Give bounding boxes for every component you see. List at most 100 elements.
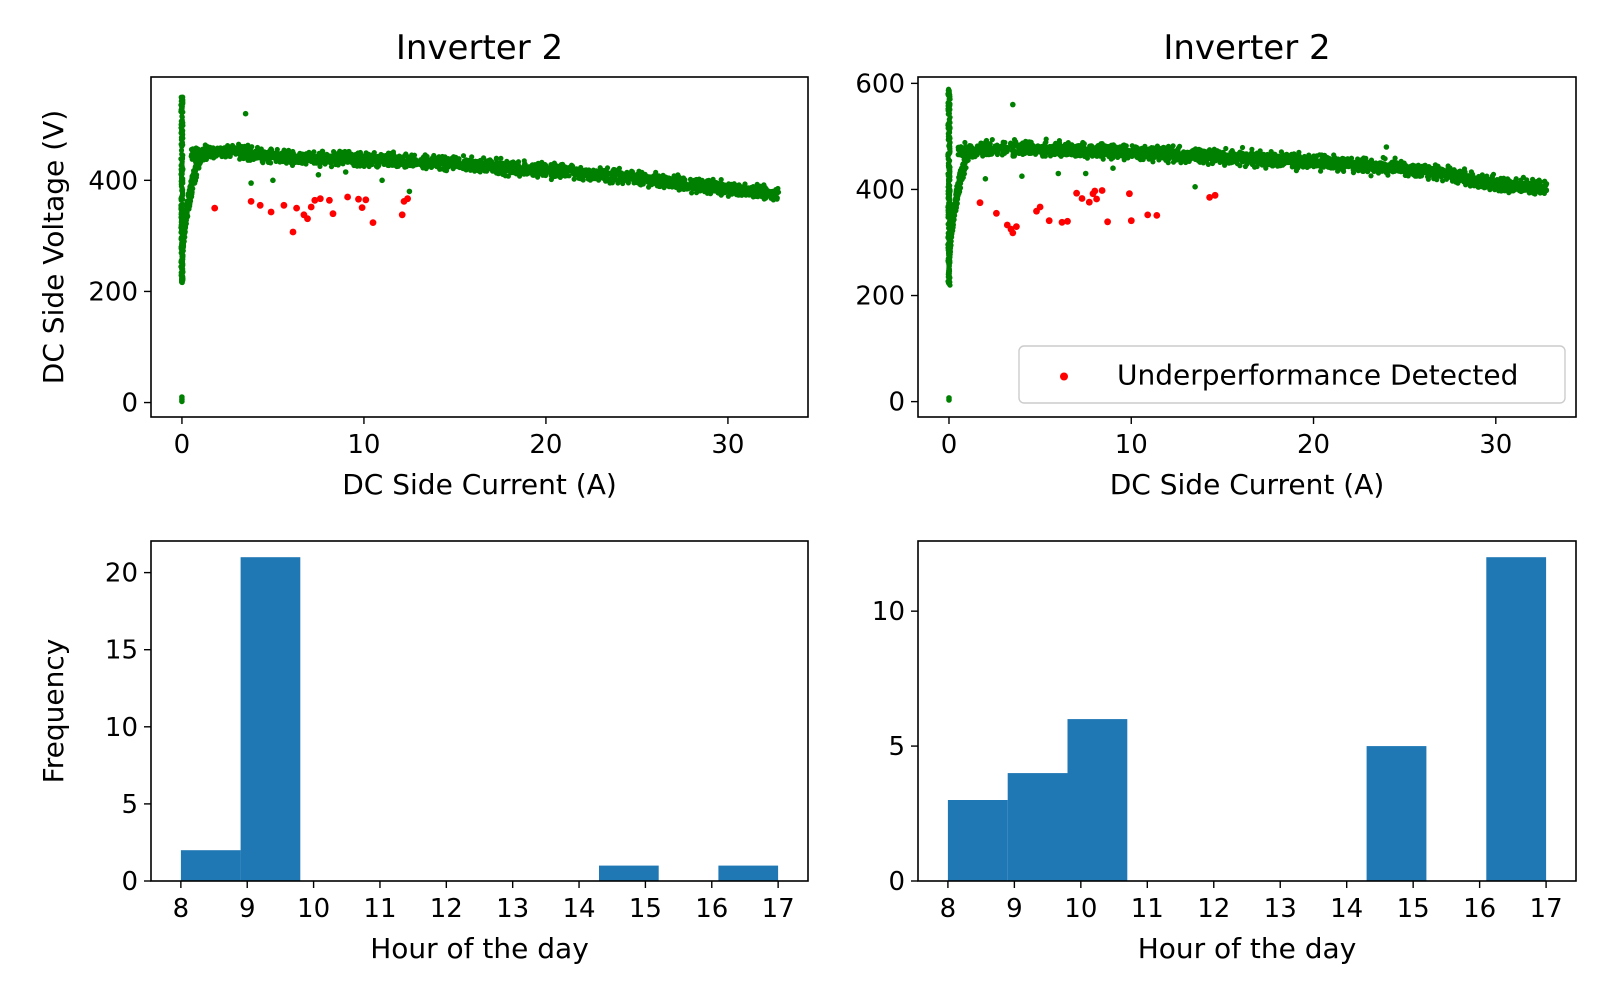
normal-point <box>189 152 195 158</box>
normal-point <box>271 155 277 161</box>
normal-point <box>513 168 520 174</box>
anomaly-point <box>355 195 362 203</box>
normal-point <box>612 167 619 173</box>
normal-point <box>1119 151 1125 157</box>
normal-point <box>492 165 498 171</box>
normal-point <box>604 173 610 179</box>
normal-point <box>653 175 659 181</box>
normal-point <box>555 173 562 179</box>
normal-point <box>583 168 590 174</box>
normal-point <box>1080 139 1086 146</box>
normal-point <box>1373 163 1379 169</box>
normal-point <box>1367 160 1373 166</box>
normal-point <box>378 153 384 159</box>
normal-point <box>1051 145 1057 151</box>
normal-point <box>1382 156 1388 162</box>
normal-point <box>1432 169 1438 175</box>
anomaly-point <box>280 201 288 209</box>
normal-point <box>999 152 1005 158</box>
normal-point <box>556 166 562 172</box>
normal-point <box>1002 139 1008 146</box>
normal-point <box>1504 179 1510 185</box>
normal-point <box>1222 152 1228 158</box>
normal-point <box>1333 156 1339 162</box>
normal-point <box>244 155 250 161</box>
anomaly-point <box>404 195 411 203</box>
normal-point <box>429 159 435 165</box>
normal-point <box>989 137 995 143</box>
normal-point <box>994 146 1000 152</box>
normal-point <box>180 221 186 227</box>
normal-point <box>550 166 557 172</box>
normal-point <box>1033 150 1040 156</box>
normal-point <box>579 173 585 179</box>
normal-point <box>179 279 185 286</box>
normal-point <box>1138 146 1144 152</box>
normal-point <box>379 177 385 184</box>
normal-point <box>223 148 229 155</box>
normal-point <box>1064 152 1070 158</box>
normal-point <box>743 192 749 198</box>
normal-point <box>1501 183 1508 189</box>
normal-point <box>1368 173 1374 179</box>
normal-point <box>1058 153 1064 159</box>
normal-point <box>1403 169 1410 176</box>
normal-point <box>1166 148 1172 154</box>
normal-point <box>493 156 499 162</box>
normal-point <box>1132 147 1138 153</box>
normal-point <box>504 158 510 164</box>
normal-point <box>741 183 748 189</box>
normal-point <box>252 151 258 157</box>
normal-point <box>1255 156 1261 162</box>
normal-point <box>213 149 219 155</box>
normal-point <box>750 194 756 200</box>
normal-point <box>644 174 651 180</box>
normal-point <box>405 157 411 163</box>
normal-point <box>505 165 511 171</box>
normal-point <box>689 190 695 196</box>
normal-point <box>1177 143 1183 149</box>
normal-point <box>758 192 764 198</box>
normal-point <box>649 182 655 188</box>
normal-point <box>1209 155 1216 161</box>
normal-point <box>248 180 254 186</box>
normal-point <box>1318 168 1324 174</box>
normal-point <box>1365 168 1371 174</box>
normal-point <box>1214 154 1220 160</box>
normal-point <box>410 155 416 161</box>
normal-point <box>1267 157 1273 163</box>
normal-point <box>1533 181 1539 188</box>
normal-point <box>617 176 623 182</box>
anomaly-point <box>316 195 324 203</box>
normal-point <box>388 150 394 157</box>
normal-point <box>1083 146 1089 152</box>
normal-point <box>1447 165 1453 171</box>
normal-point <box>1412 166 1418 172</box>
normal-point <box>1078 148 1084 155</box>
normal-point <box>1280 162 1286 168</box>
normal-point <box>529 162 536 168</box>
normal-point <box>178 162 184 169</box>
normal-point <box>1125 155 1131 161</box>
normal-point <box>1135 152 1141 158</box>
normal-point <box>278 152 284 158</box>
normal-point <box>1392 155 1398 161</box>
normal-point <box>1496 187 1502 193</box>
normal-series <box>178 94 782 405</box>
normal-point <box>1130 152 1136 158</box>
normal-point <box>406 188 413 195</box>
anomaly-point <box>362 196 370 204</box>
normal-point <box>1166 153 1172 159</box>
normal-point <box>442 167 448 173</box>
normal-point <box>1094 148 1100 154</box>
normal-point <box>525 167 531 173</box>
normal-point <box>637 181 643 187</box>
normal-point <box>190 147 196 154</box>
normal-point <box>1480 180 1486 186</box>
normal-point <box>707 186 713 193</box>
normal-point <box>1028 150 1034 156</box>
normal-point <box>293 155 299 161</box>
normal-point <box>571 176 577 182</box>
normal-point <box>998 146 1004 152</box>
normal-point <box>770 192 776 198</box>
